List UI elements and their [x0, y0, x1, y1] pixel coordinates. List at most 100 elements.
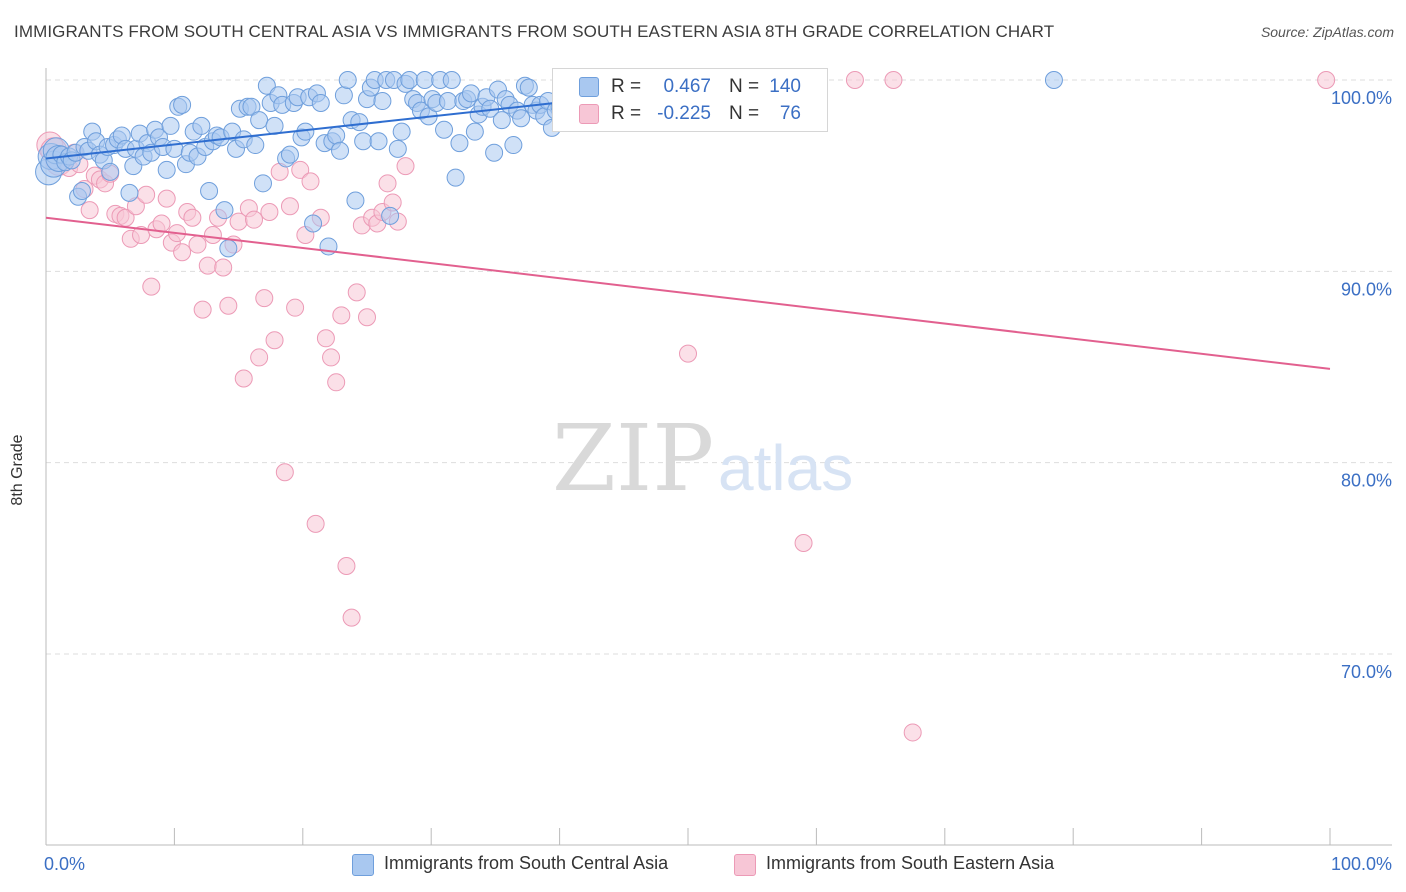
- y-tick-label-3: 70.0%: [1341, 662, 1392, 682]
- blue-point-85: [354, 132, 373, 151]
- axes: [45, 68, 1392, 846]
- blue-point-119: [485, 143, 504, 162]
- pink-r-label: R =: [611, 103, 642, 124]
- blue-point-38: [173, 95, 192, 114]
- pink-point-32: [203, 225, 222, 244]
- blue-point-35: [161, 116, 180, 135]
- pink-r-value: -0.225: [657, 103, 711, 124]
- pink-point-73: [884, 71, 903, 89]
- pink-point-29: [188, 235, 207, 254]
- bottom-blue-swatch: [352, 854, 374, 876]
- bottom-pink-swatch: [734, 854, 756, 876]
- blue-point-109: [446, 168, 465, 187]
- blue-point-139: [1044, 71, 1063, 89]
- bottom-blue-label: Immigrants from South Central Asia: [384, 853, 669, 873]
- blue-point-45: [200, 181, 219, 200]
- pink-point-31: [198, 256, 217, 275]
- blue-point-59: [253, 174, 272, 193]
- grid-lines: [46, 79, 1392, 655]
- pink-point-69: [396, 157, 415, 176]
- x-tick-label-start: 0.0%: [44, 854, 85, 874]
- blue-point-19: [101, 162, 120, 181]
- y-tick-label-0: 100.0%: [1331, 88, 1392, 108]
- pink-point-48: [286, 298, 305, 317]
- pink-point-71: [794, 534, 813, 553]
- pink-point-40: [245, 210, 264, 229]
- blue-point-79: [331, 141, 350, 160]
- y-tick-label-1: 90.0%: [1341, 279, 1392, 299]
- pink-point-62: [358, 308, 376, 327]
- blue-point-66: [280, 145, 299, 164]
- blue-point-90: [373, 92, 392, 111]
- pink-point-59: [342, 608, 361, 627]
- pink-point-8: [80, 201, 99, 220]
- pink-point-44: [265, 331, 284, 350]
- pink-point-30: [193, 300, 212, 319]
- blue-point-80: [334, 86, 353, 105]
- y-axis-title: 8th Grade: [9, 434, 26, 506]
- blue-point-128: [519, 78, 538, 97]
- pink-point-46: [275, 463, 294, 482]
- blue-swatch: [579, 77, 599, 97]
- watermark-atlas: atlas: [718, 432, 853, 504]
- blue-r-value: 0.467: [663, 76, 711, 97]
- chart-title: IMMIGRANTS FROM SOUTH CENTRAL ASIA VS IM…: [14, 22, 1055, 41]
- pink-point-19: [137, 185, 156, 204]
- pink-point-57: [332, 306, 351, 325]
- pink-point-66: [378, 174, 397, 193]
- blue-point-124: [504, 136, 523, 155]
- pink-n-label: N =: [729, 103, 760, 124]
- blue-point-94: [388, 139, 407, 158]
- blue-n-value: 140: [769, 76, 801, 97]
- blue-point-58: [250, 111, 269, 130]
- blue-r-label: R =: [611, 76, 642, 97]
- blue-point-78: [327, 126, 346, 145]
- bottom-pink-label: Immigrants from South Eastern Asia: [766, 853, 1055, 873]
- pink-point-60: [347, 283, 366, 302]
- blue-point-108: [442, 71, 461, 89]
- blue-point-60: [257, 76, 276, 95]
- axis-labels: 100.0% 90.0% 80.0% 70.0% 0.0% 100.0%: [44, 88, 1392, 874]
- blue-point-92: [381, 206, 400, 225]
- blue-series-points: [35, 71, 1063, 258]
- x-tick-label-end: 100.0%: [1331, 854, 1392, 874]
- pink-point-72: [845, 71, 864, 89]
- pink-point-20: [142, 277, 161, 296]
- blue-point-62: [265, 116, 284, 135]
- pink-n-value: 76: [779, 103, 801, 124]
- pink-point-23: [157, 189, 176, 208]
- y-tick-label-2: 80.0%: [1341, 471, 1392, 491]
- pink-point-28: [183, 208, 202, 227]
- blue-point-107: [438, 92, 457, 111]
- pink-swatch: [579, 104, 599, 124]
- blue-point-74: [311, 93, 330, 112]
- blue-point-49: [215, 201, 234, 220]
- blue-point-106: [435, 120, 454, 139]
- correlation-legend: R = 0.467 N = 140 R = -0.225 N = 76: [552, 68, 828, 132]
- pink-point-43: [260, 203, 279, 222]
- blue-point-83: [346, 191, 365, 210]
- pink-point-54: [316, 329, 335, 348]
- pink-point-35: [219, 296, 238, 315]
- watermark-zip: ZIP: [552, 405, 714, 512]
- blue-point-113: [462, 84, 481, 103]
- watermark: ZIP atlas: [552, 405, 853, 512]
- pink-point-56: [327, 373, 346, 392]
- legend-row-pink: R = -0.225 N = 76: [553, 101, 827, 127]
- pink-point-58: [337, 556, 356, 575]
- blue-point-57: [246, 136, 265, 155]
- trend-lines: [45, 100, 1331, 370]
- blue-point-43: [192, 116, 211, 135]
- pink-point-51: [301, 172, 320, 191]
- blue-point-121: [492, 111, 511, 130]
- pink-point-55: [322, 348, 341, 367]
- legend-row-blue: R = 0.467 N = 140: [553, 74, 827, 100]
- blue-trend-line: [45, 100, 573, 160]
- pink-point-22: [152, 214, 171, 233]
- pink-point-26: [173, 243, 192, 262]
- blue-point-34: [157, 160, 176, 179]
- blue-point-50: [219, 239, 238, 258]
- pink-point-70: [679, 344, 697, 363]
- blue-n-label: N =: [729, 76, 760, 97]
- pink-trend-line: [45, 216, 1331, 370]
